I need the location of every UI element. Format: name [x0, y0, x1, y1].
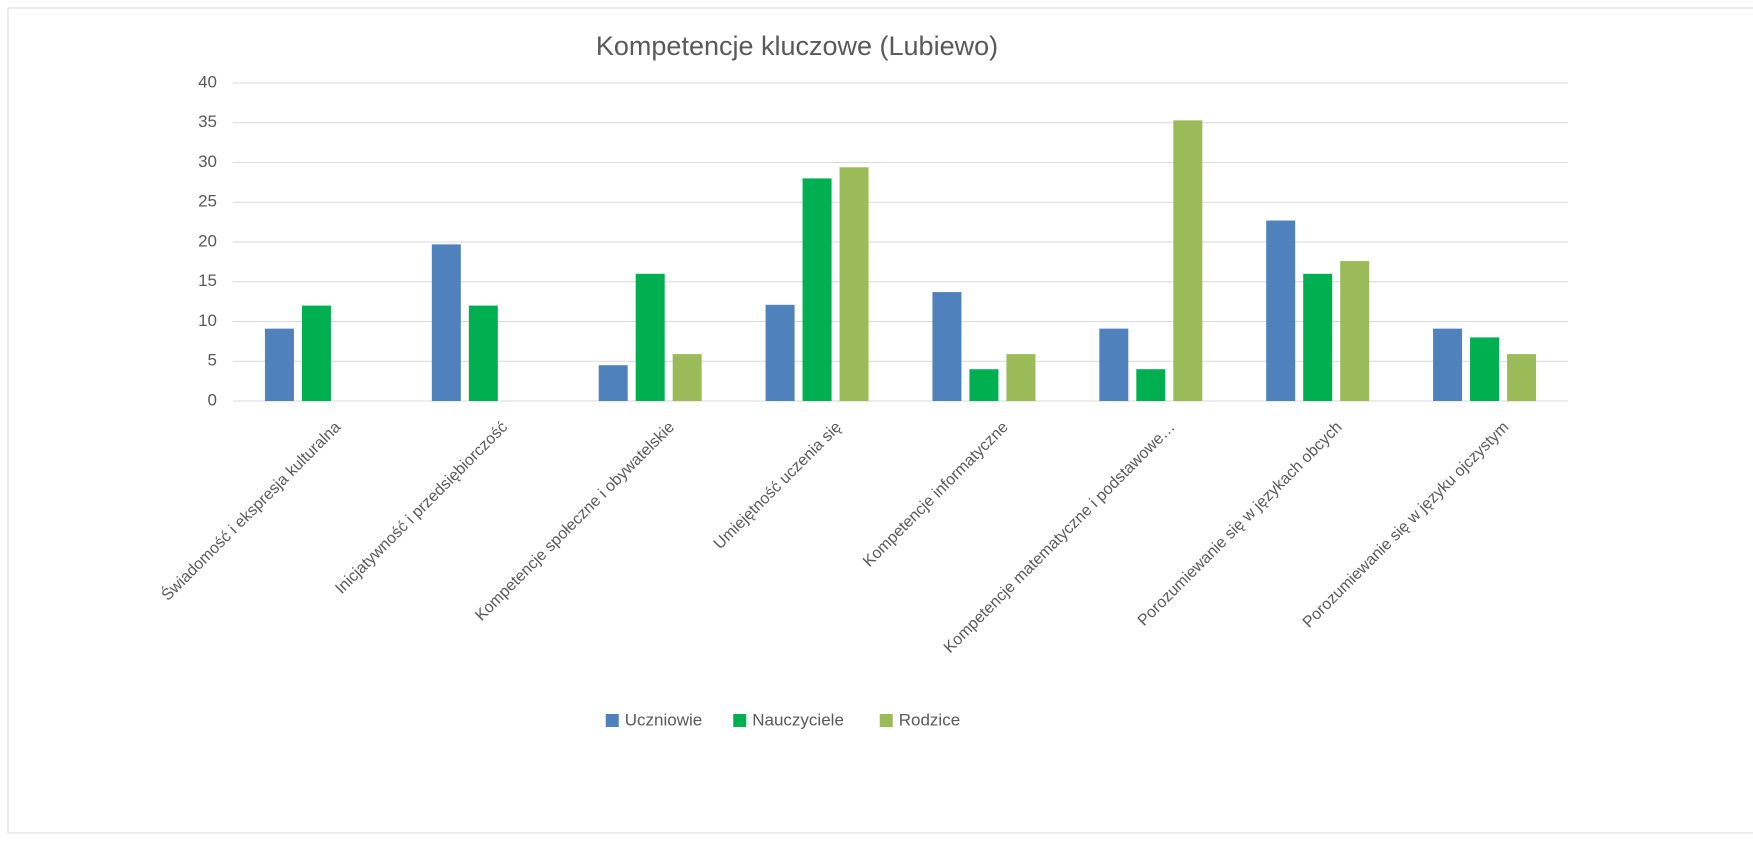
bar	[1266, 220, 1296, 401]
bar	[932, 292, 962, 401]
legend-swatch	[605, 714, 619, 727]
y-tick-label: 15	[198, 271, 217, 290]
bar	[1006, 354, 1036, 401]
bar	[1099, 328, 1129, 401]
bar	[1340, 261, 1370, 401]
bar	[969, 369, 999, 401]
y-tick-label: 10	[198, 311, 217, 330]
legend-swatch	[879, 714, 893, 727]
bar	[765, 304, 795, 401]
bar	[635, 273, 665, 401]
bar	[802, 178, 832, 401]
y-tick-label: 25	[198, 192, 217, 211]
bar	[1136, 369, 1166, 401]
y-tick-label: 0	[208, 390, 217, 409]
bar	[1470, 337, 1500, 401]
y-tick-label: 5	[208, 351, 217, 370]
bar	[672, 354, 702, 401]
bar	[264, 328, 294, 401]
bar	[431, 244, 461, 401]
bar	[598, 365, 628, 401]
bar	[1507, 354, 1537, 401]
bar	[839, 167, 869, 401]
chart-frame	[7, 7, 1753, 834]
bar	[1173, 120, 1203, 402]
y-tick-label: 30	[198, 152, 217, 171]
y-tick-label: 40	[198, 72, 217, 91]
bar	[301, 305, 331, 401]
bar	[1433, 328, 1463, 401]
bar	[1303, 273, 1333, 401]
bar	[468, 305, 498, 401]
legend-label: Rodzice	[899, 710, 960, 729]
legend-swatch	[733, 714, 747, 727]
legend-label: Nauczyciele	[752, 710, 844, 729]
y-tick-label: 35	[198, 112, 217, 131]
chart-title: Kompetencje kluczowe (Lubiewo)	[596, 31, 998, 61]
legend-label: Uczniowie	[625, 710, 702, 729]
y-tick-label: 20	[198, 231, 217, 250]
